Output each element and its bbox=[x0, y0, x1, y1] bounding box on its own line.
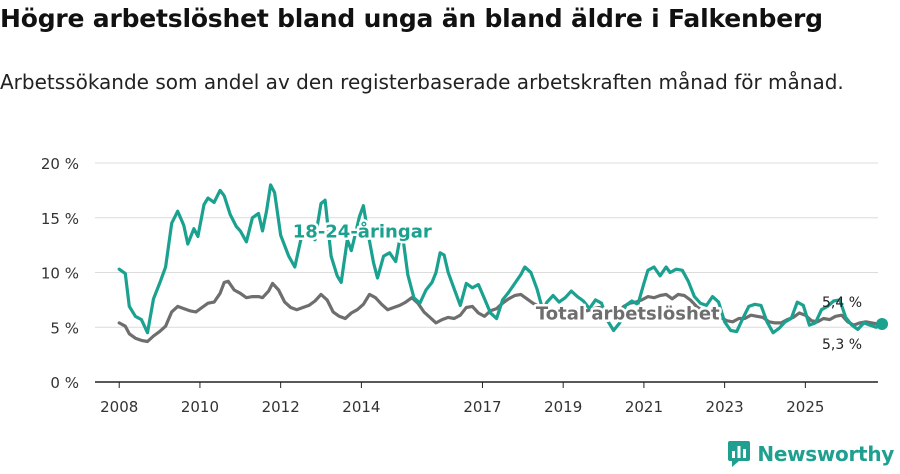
end-point-marker bbox=[876, 317, 889, 330]
x-tick-label: 2010 bbox=[181, 398, 219, 416]
x-tick-label: 2019 bbox=[544, 398, 582, 416]
brand-name: Newsworthy bbox=[757, 442, 894, 466]
y-tick-label: 20 % bbox=[41, 155, 79, 173]
chart-title: Högre arbetslöshet bland unga än bland ä… bbox=[0, 4, 823, 33]
x-tick-label: 2008 bbox=[100, 398, 138, 416]
x-tick-label: 2021 bbox=[625, 398, 663, 416]
y-tick-label: 5 % bbox=[50, 319, 79, 337]
chart-subtitle: Arbetssökande som andel av den registerb… bbox=[0, 70, 844, 94]
x-tick-label: 2012 bbox=[262, 398, 300, 416]
newsworthy-logo-icon bbox=[728, 441, 751, 467]
end-label-total: 5,4 % bbox=[822, 295, 862, 311]
x-tick-label: 2025 bbox=[786, 398, 824, 416]
series-line-total bbox=[117, 279, 884, 344]
x-tick-label: 2017 bbox=[463, 398, 501, 416]
series-label-total-halo: Total arbetslöshet bbox=[536, 304, 720, 325]
series-label-youth-halo: 18-24-åringar bbox=[293, 220, 432, 242]
newsworthy-brand: Newsworthy bbox=[727, 438, 894, 470]
y-tick-label: 0 % bbox=[50, 374, 79, 392]
end-label-youth: 5,3 % bbox=[822, 337, 862, 353]
series-label-youth-text: 18-24-åringar bbox=[293, 220, 432, 242]
gridlines bbox=[95, 162, 878, 328]
x-tick-label: 2014 bbox=[342, 398, 380, 416]
series-lines bbox=[117, 183, 889, 344]
y-tick-label: 15 % bbox=[41, 210, 79, 228]
series-line-youth bbox=[117, 183, 884, 335]
x-axis: 2008 2010 2012 2014 2017 2019 2021 2023 2025 bbox=[95, 381, 878, 416]
x-tick-label: 2023 bbox=[706, 398, 744, 416]
series-label-total-text: Total arbetslöshet bbox=[536, 304, 720, 325]
y-axis: 0 % 5 % 10 % 15 % 20 % bbox=[41, 155, 79, 392]
y-tick-label: 10 % bbox=[41, 265, 79, 283]
